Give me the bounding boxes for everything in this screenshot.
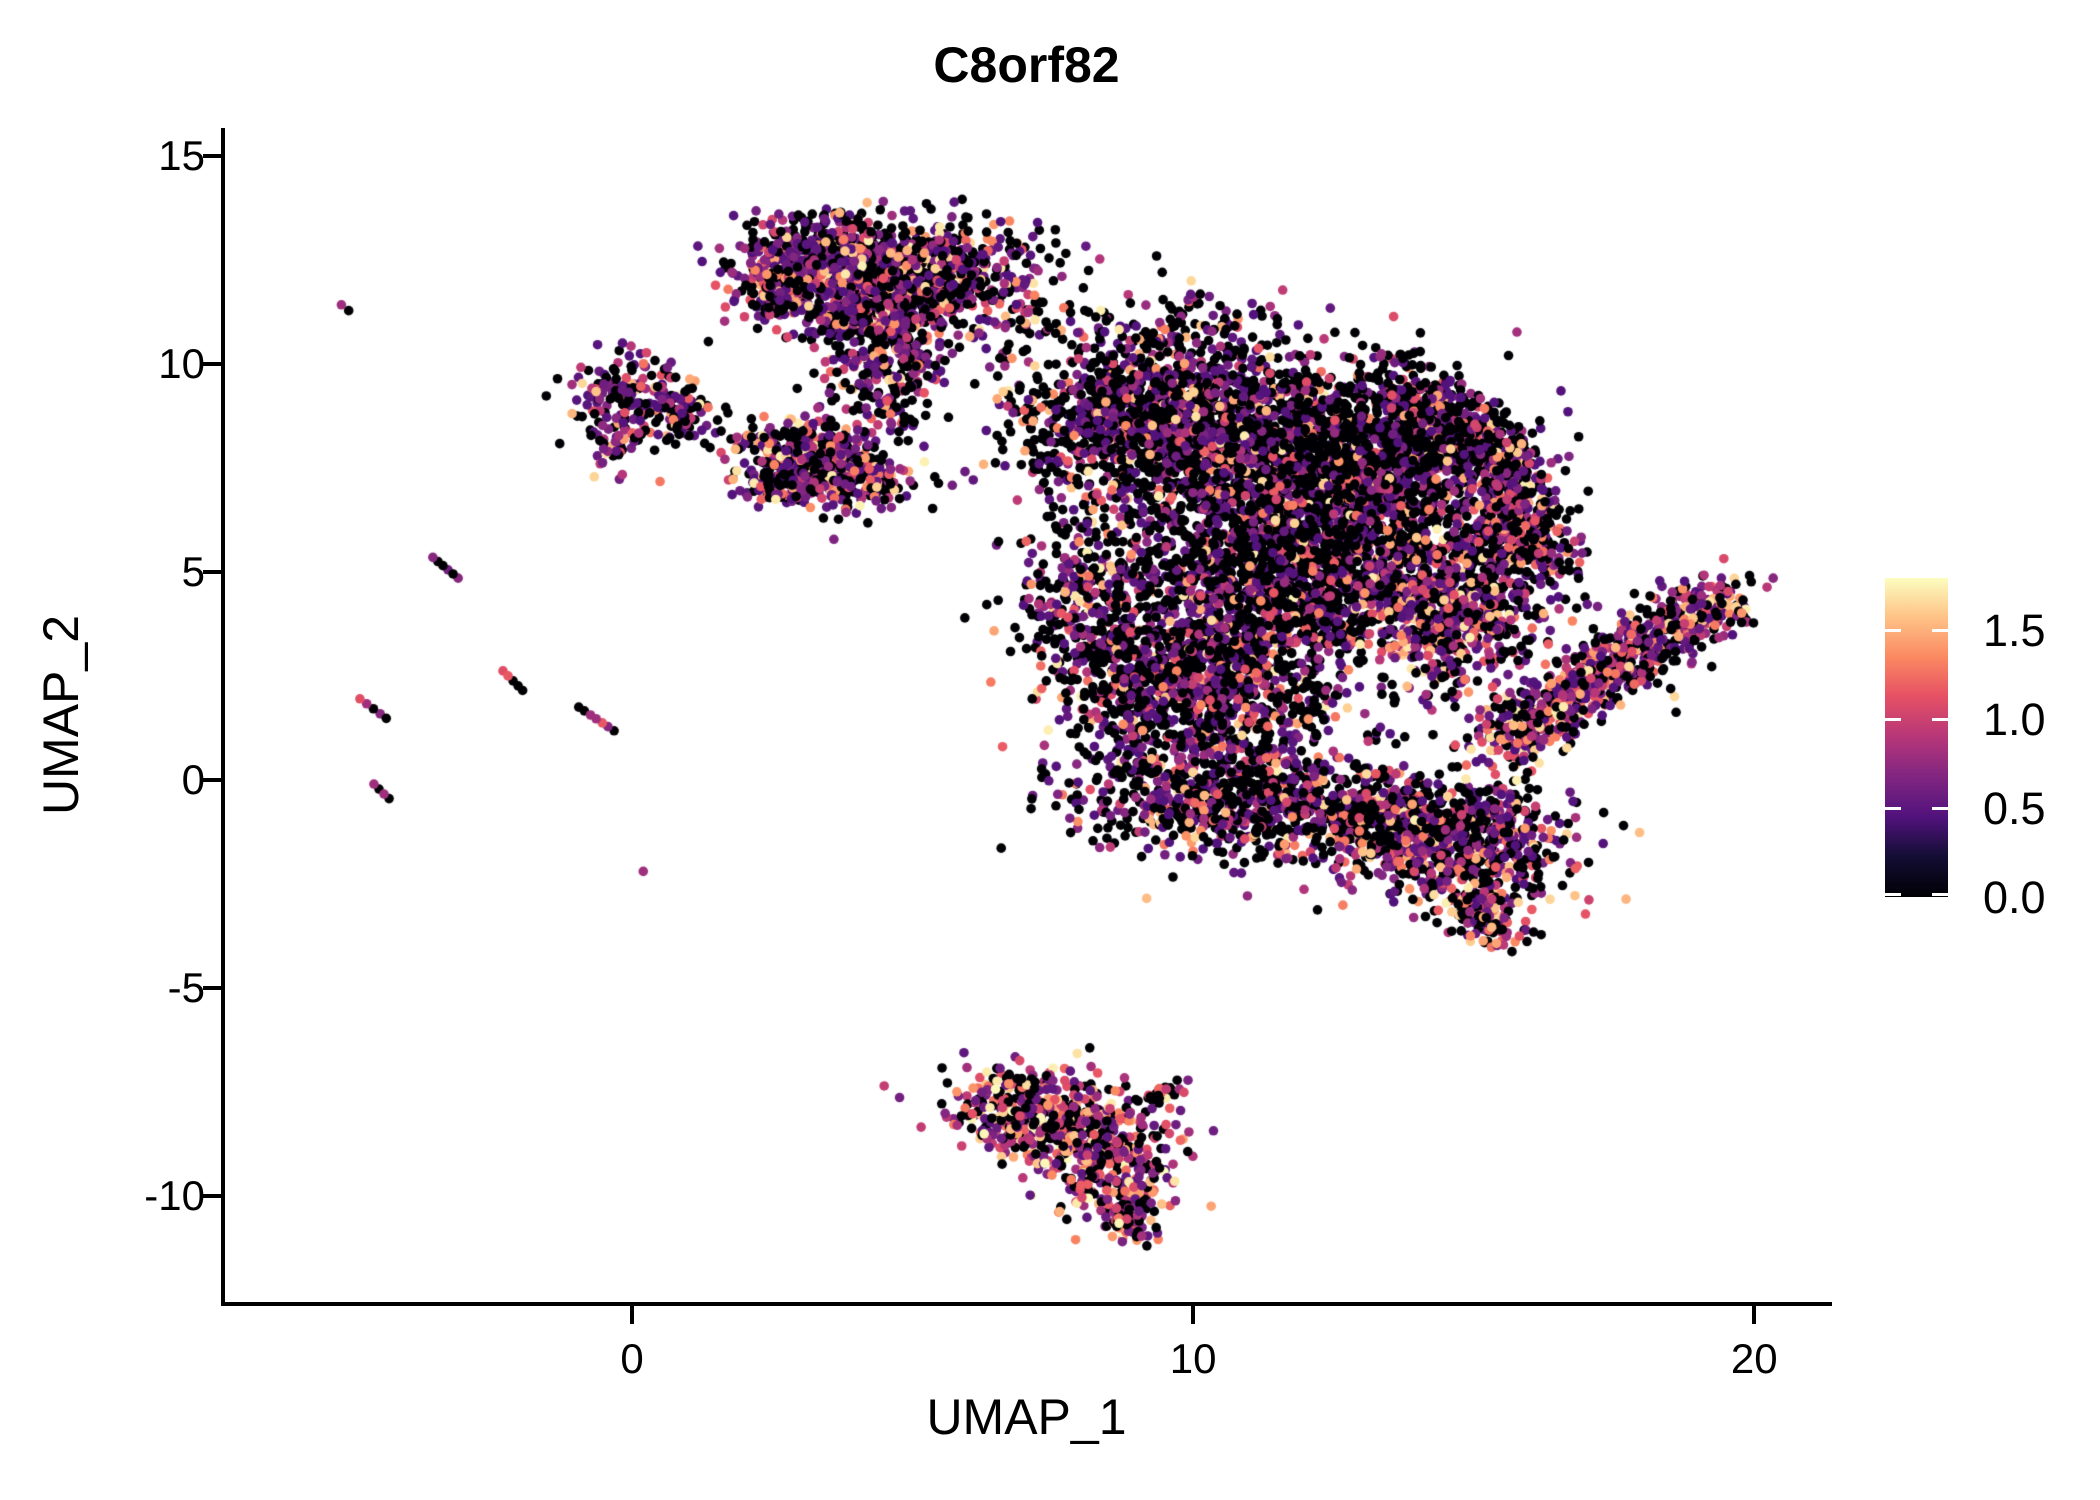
y-axis-tick-label: 5 — [181, 547, 205, 595]
y-axis-tick-label: -5 — [167, 963, 205, 1011]
expression-colorbar — [1885, 578, 1948, 897]
colorbar-tick-mark — [1932, 893, 1948, 896]
x-axis-tick-label: 10 — [1169, 1335, 1217, 1382]
x-axis-tick-mark — [1752, 1306, 1757, 1324]
y-axis-line — [221, 128, 225, 1306]
colorbar-tick-label: 0.5 — [1983, 782, 2046, 834]
x-axis-tick-label: 20 — [1730, 1335, 1778, 1382]
colorbar-tick-label: 0.0 — [1983, 872, 2046, 923]
x-axis-tick-label: 0 — [620, 1335, 644, 1382]
y-axis-tick-mark — [203, 1193, 221, 1198]
y-axis-tick-label: -10 — [144, 1171, 205, 1219]
colorbar-tick-mark — [1885, 806, 1901, 810]
y-axis-tick-mark — [203, 569, 221, 574]
y-axis-tick-label: 0 — [181, 755, 205, 803]
y-axis-tick-mark — [203, 361, 221, 366]
colorbar-tick-label: 1.0 — [1983, 693, 2046, 745]
colorbar-tick-mark — [1932, 628, 1948, 632]
x-axis-title: UMAP_1 — [926, 1389, 1127, 1445]
x-axis-tick-mark — [630, 1306, 635, 1324]
plot-title: C8orf82 — [933, 37, 1120, 93]
y-axis-tick-label: 15 — [158, 131, 205, 179]
colorbar-tick-mark — [1932, 717, 1948, 721]
y-axis-title: UMAP_2 — [33, 614, 89, 816]
scatter-points-canvas — [223, 128, 1830, 1302]
colorbar-tick-mark — [1885, 717, 1901, 721]
x-axis-line — [221, 1302, 1832, 1306]
y-axis-tick-label: 10 — [158, 339, 205, 387]
colorbar-tick-mark — [1885, 893, 1901, 896]
colorbar-tick-mark — [1885, 628, 1901, 632]
y-axis-tick-mark — [203, 985, 221, 990]
colorbar-tick-label: 1.5 — [1983, 604, 2046, 656]
x-axis-tick-mark — [1191, 1306, 1196, 1324]
y-axis-tick-mark — [203, 153, 221, 158]
colorbar-tick-mark — [1932, 806, 1948, 810]
y-axis-tick-mark — [203, 777, 221, 782]
